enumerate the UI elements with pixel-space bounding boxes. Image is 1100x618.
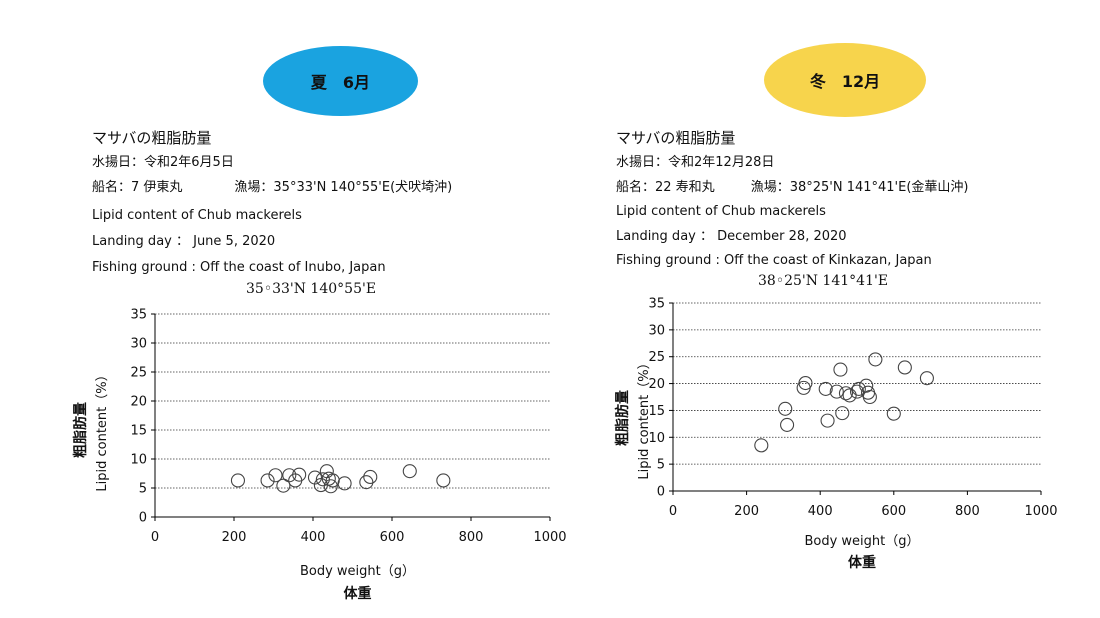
data-point	[402, 464, 417, 479]
en-ground: Fishing ground : Off the coast of Inubo,…	[92, 260, 386, 275]
y-tick-label: 0	[657, 485, 665, 500]
x-axis-label-jp: 体重	[344, 585, 372, 602]
data-point	[754, 438, 769, 453]
data-point	[260, 473, 275, 488]
winter-panel: 冬 12月 マサバの粗脂肪量 水揚日：令和2年12月28日 船名：22 寿和丸 漁…	[550, 0, 1100, 618]
en-coords: 38◦25'N 141°41'E	[758, 273, 889, 289]
y-axis-label: Lipid content（%）	[637, 356, 652, 479]
x-axis-label-jp: 体重	[848, 554, 876, 571]
vessel-jp: 船名：7 伊東丸	[92, 180, 183, 195]
ground-jp: 漁場：35°33'N 140°55'E(犬吠埼沖)	[234, 180, 453, 195]
data-point	[862, 389, 877, 405]
data-point	[842, 388, 857, 403]
season-badge-winter: 冬 12月	[764, 43, 926, 117]
summer-panel: 夏 6月 マサバの粗脂肪量 水揚日：令和2年6月5日 船名：7 伊東丸 漁場：35…	[72, 46, 567, 603]
en-ground: Fishing ground : Off the coast of Kinkaz…	[616, 253, 932, 268]
y-tick-label: 15	[130, 424, 147, 439]
panel-title: マサバの粗脂肪量	[616, 129, 736, 147]
x-tick-label: 200	[734, 504, 759, 519]
season-badge-summer: 夏 6月	[263, 46, 418, 116]
data-point	[323, 479, 338, 494]
x-tick-label: 400	[808, 504, 833, 519]
x-tick-label: 400	[301, 530, 326, 545]
y-tick-label: 25	[648, 350, 665, 365]
data-point	[315, 472, 330, 487]
vessel-and-ground-jp: 船名：22 寿和丸 漁場：38°25'N 141°41'E(金華山沖)	[616, 181, 969, 194]
y-tick-label: 35	[648, 297, 665, 312]
data-point	[868, 352, 883, 367]
y-tick-label: 10	[648, 431, 665, 446]
data-point	[838, 386, 854, 401]
y-axis-label-jp: 粗脂肪量	[614, 390, 631, 446]
x-tick-label: 0	[669, 504, 677, 519]
y-tick-label: 30	[130, 337, 147, 352]
data-point	[829, 384, 844, 399]
data-point	[851, 381, 866, 396]
vessel-jp: 船名：22 寿和丸	[616, 180, 715, 195]
landing-date-jp: 水揚日：令和2年6月5日	[92, 155, 234, 170]
data-point	[276, 478, 291, 493]
data-point	[292, 467, 307, 482]
y-tick-label: 30	[648, 323, 665, 338]
y-tick-label: 20	[648, 377, 665, 392]
data-point	[778, 401, 793, 416]
en-coords: 35◦33'N 140°55'E	[246, 281, 377, 297]
data-point	[337, 476, 352, 491]
y-tick-label: 35	[130, 308, 147, 323]
en-title: Lipid content of Chub mackerels	[616, 204, 826, 219]
x-tick-label: 600	[881, 504, 906, 519]
winter-scatter-chart: 0 5 10 15 20 25 30 35 0 200 400 600 800 1000 Body weig…	[614, 297, 1058, 572]
en-title: Lipid content of Chub mackerels	[92, 208, 302, 223]
en-landing: Landing day ： December 28, 2020	[616, 229, 847, 244]
y-axis-label: Lipid content（%）	[95, 368, 110, 491]
y-tick-label: 10	[130, 453, 147, 468]
y-tick-label: 0	[139, 511, 147, 526]
data-point	[818, 381, 833, 396]
data-point	[897, 360, 912, 375]
data-point	[359, 475, 374, 490]
ground-jp: 漁場：38°25'N 141°41'E(金華山沖)	[750, 180, 969, 195]
data-point	[820, 413, 835, 428]
x-tick-label: 600	[380, 530, 405, 545]
x-tick-label: 0	[151, 530, 159, 545]
summer-scatter-chart: 0 5 10 15 20 25 30 35 0 200 400 600 800 1000 Body weig…	[72, 308, 567, 603]
vessel-and-ground-jp: 船名：7 伊東丸 漁場：35°33'N 140°55'E(犬吠埼沖)	[92, 181, 452, 194]
x-tick-label: 800	[955, 504, 980, 519]
panel-title: マサバの粗脂肪量	[92, 129, 212, 147]
en-landing: Landing day ： June 5, 2020	[92, 234, 276, 249]
data-point	[833, 362, 848, 377]
data-point	[886, 406, 901, 421]
data-point	[268, 468, 283, 483]
x-tick-label: 1000	[533, 530, 566, 545]
data-point	[436, 473, 451, 488]
y-tick-label: 5	[657, 458, 665, 473]
x-axis-label: Body weight（g）	[804, 534, 919, 549]
y-tick-label: 20	[130, 395, 147, 410]
data-point	[363, 469, 378, 485]
x-tick-label: 200	[222, 530, 247, 545]
y-tick-label: 25	[130, 366, 147, 381]
data-point	[919, 371, 934, 386]
x-tick-label: 1000	[1024, 504, 1057, 519]
x-axis-label: Body weight（g）	[300, 564, 415, 579]
data-point	[780, 417, 795, 432]
landing-date-jp: 水揚日：令和2年12月28日	[616, 155, 775, 170]
data-point	[319, 464, 334, 479]
data-point	[798, 375, 813, 391]
y-tick-label: 15	[648, 404, 665, 419]
y-axis-label-jp: 粗脂肪量	[72, 402, 89, 458]
data-point	[835, 406, 850, 421]
y-tick-label: 5	[139, 482, 147, 497]
data-point	[230, 473, 245, 488]
x-tick-label: 800	[459, 530, 484, 545]
